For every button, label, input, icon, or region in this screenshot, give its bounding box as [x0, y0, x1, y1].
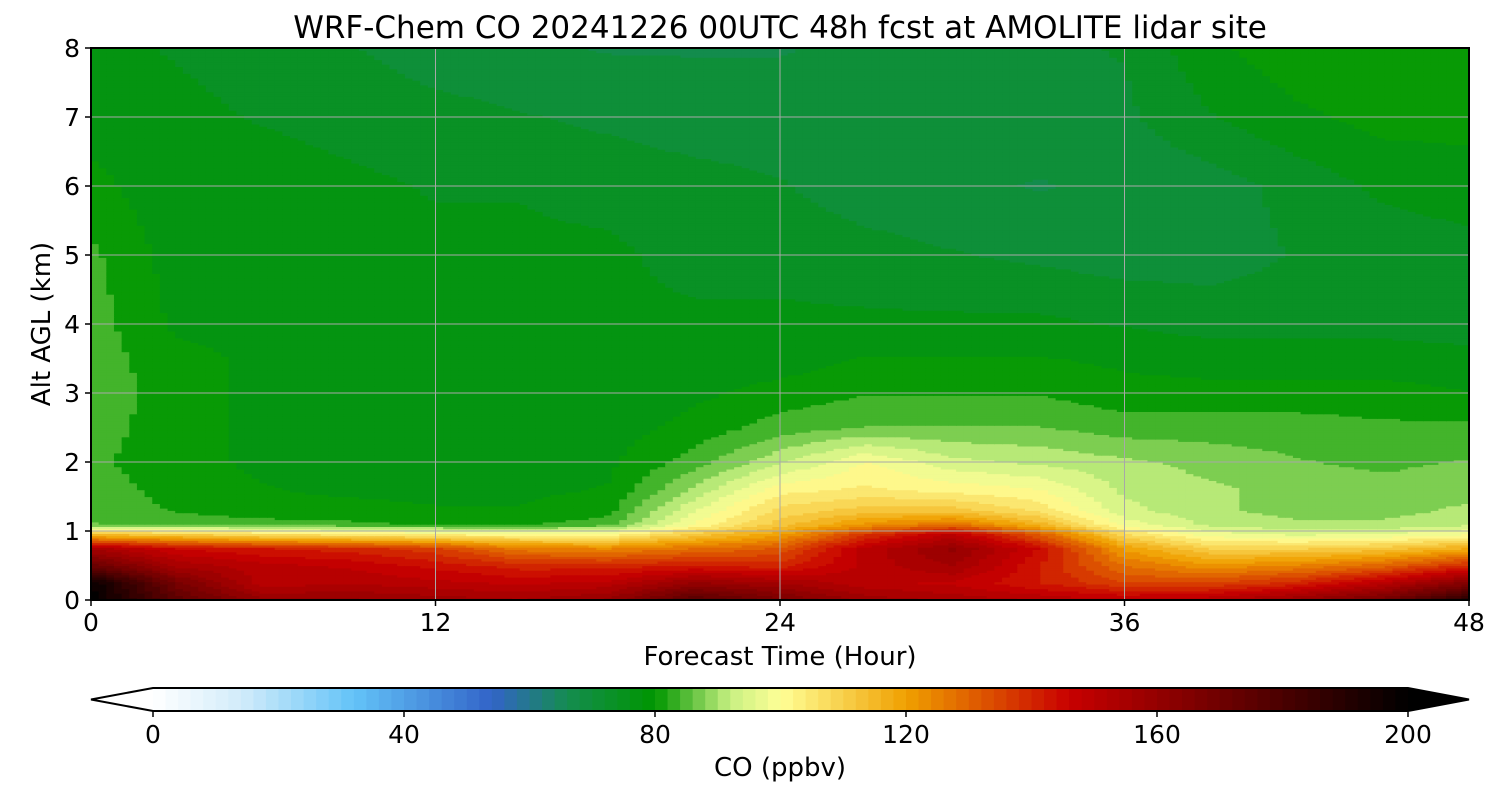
chart-title: WRF-Chem CO 20241226 00UTC 48h fcst at A…: [293, 10, 1267, 46]
